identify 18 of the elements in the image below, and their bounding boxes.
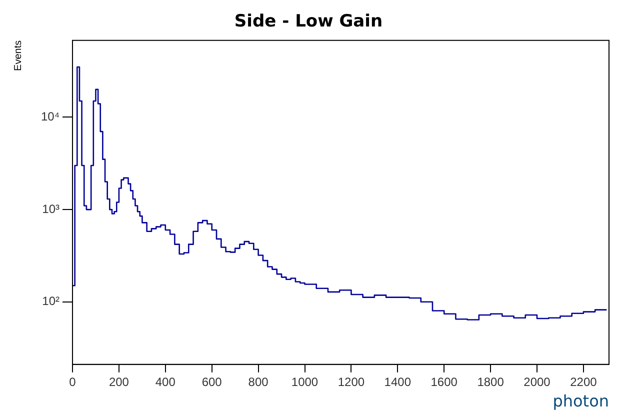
x-tick-label: 400 xyxy=(155,374,176,389)
y-tick-label: 10² xyxy=(42,294,60,308)
x-tick-label: 1000 xyxy=(291,374,318,389)
y-tick-label: 10⁴ xyxy=(40,110,60,124)
x-tick-label: 1800 xyxy=(477,374,504,389)
x-tick-label: 1400 xyxy=(384,374,412,389)
x-tick-label: 2000 xyxy=(524,374,551,389)
x-axis-title: photon xyxy=(552,392,609,411)
x-tick-label: 2200 xyxy=(570,374,598,389)
x-tick-label: 0 xyxy=(69,374,76,389)
y-axis-title: Events xyxy=(12,40,24,71)
y-tick-label: 10³ xyxy=(42,202,60,216)
x-tick-label: 800 xyxy=(248,374,269,389)
x-tick-label: 1600 xyxy=(430,374,458,389)
x-tick-label: 1200 xyxy=(338,374,365,389)
chart-title: Side - Low Gain xyxy=(234,12,383,32)
x-tick-label: 200 xyxy=(108,374,130,389)
x-tick-label: 600 xyxy=(202,374,222,389)
